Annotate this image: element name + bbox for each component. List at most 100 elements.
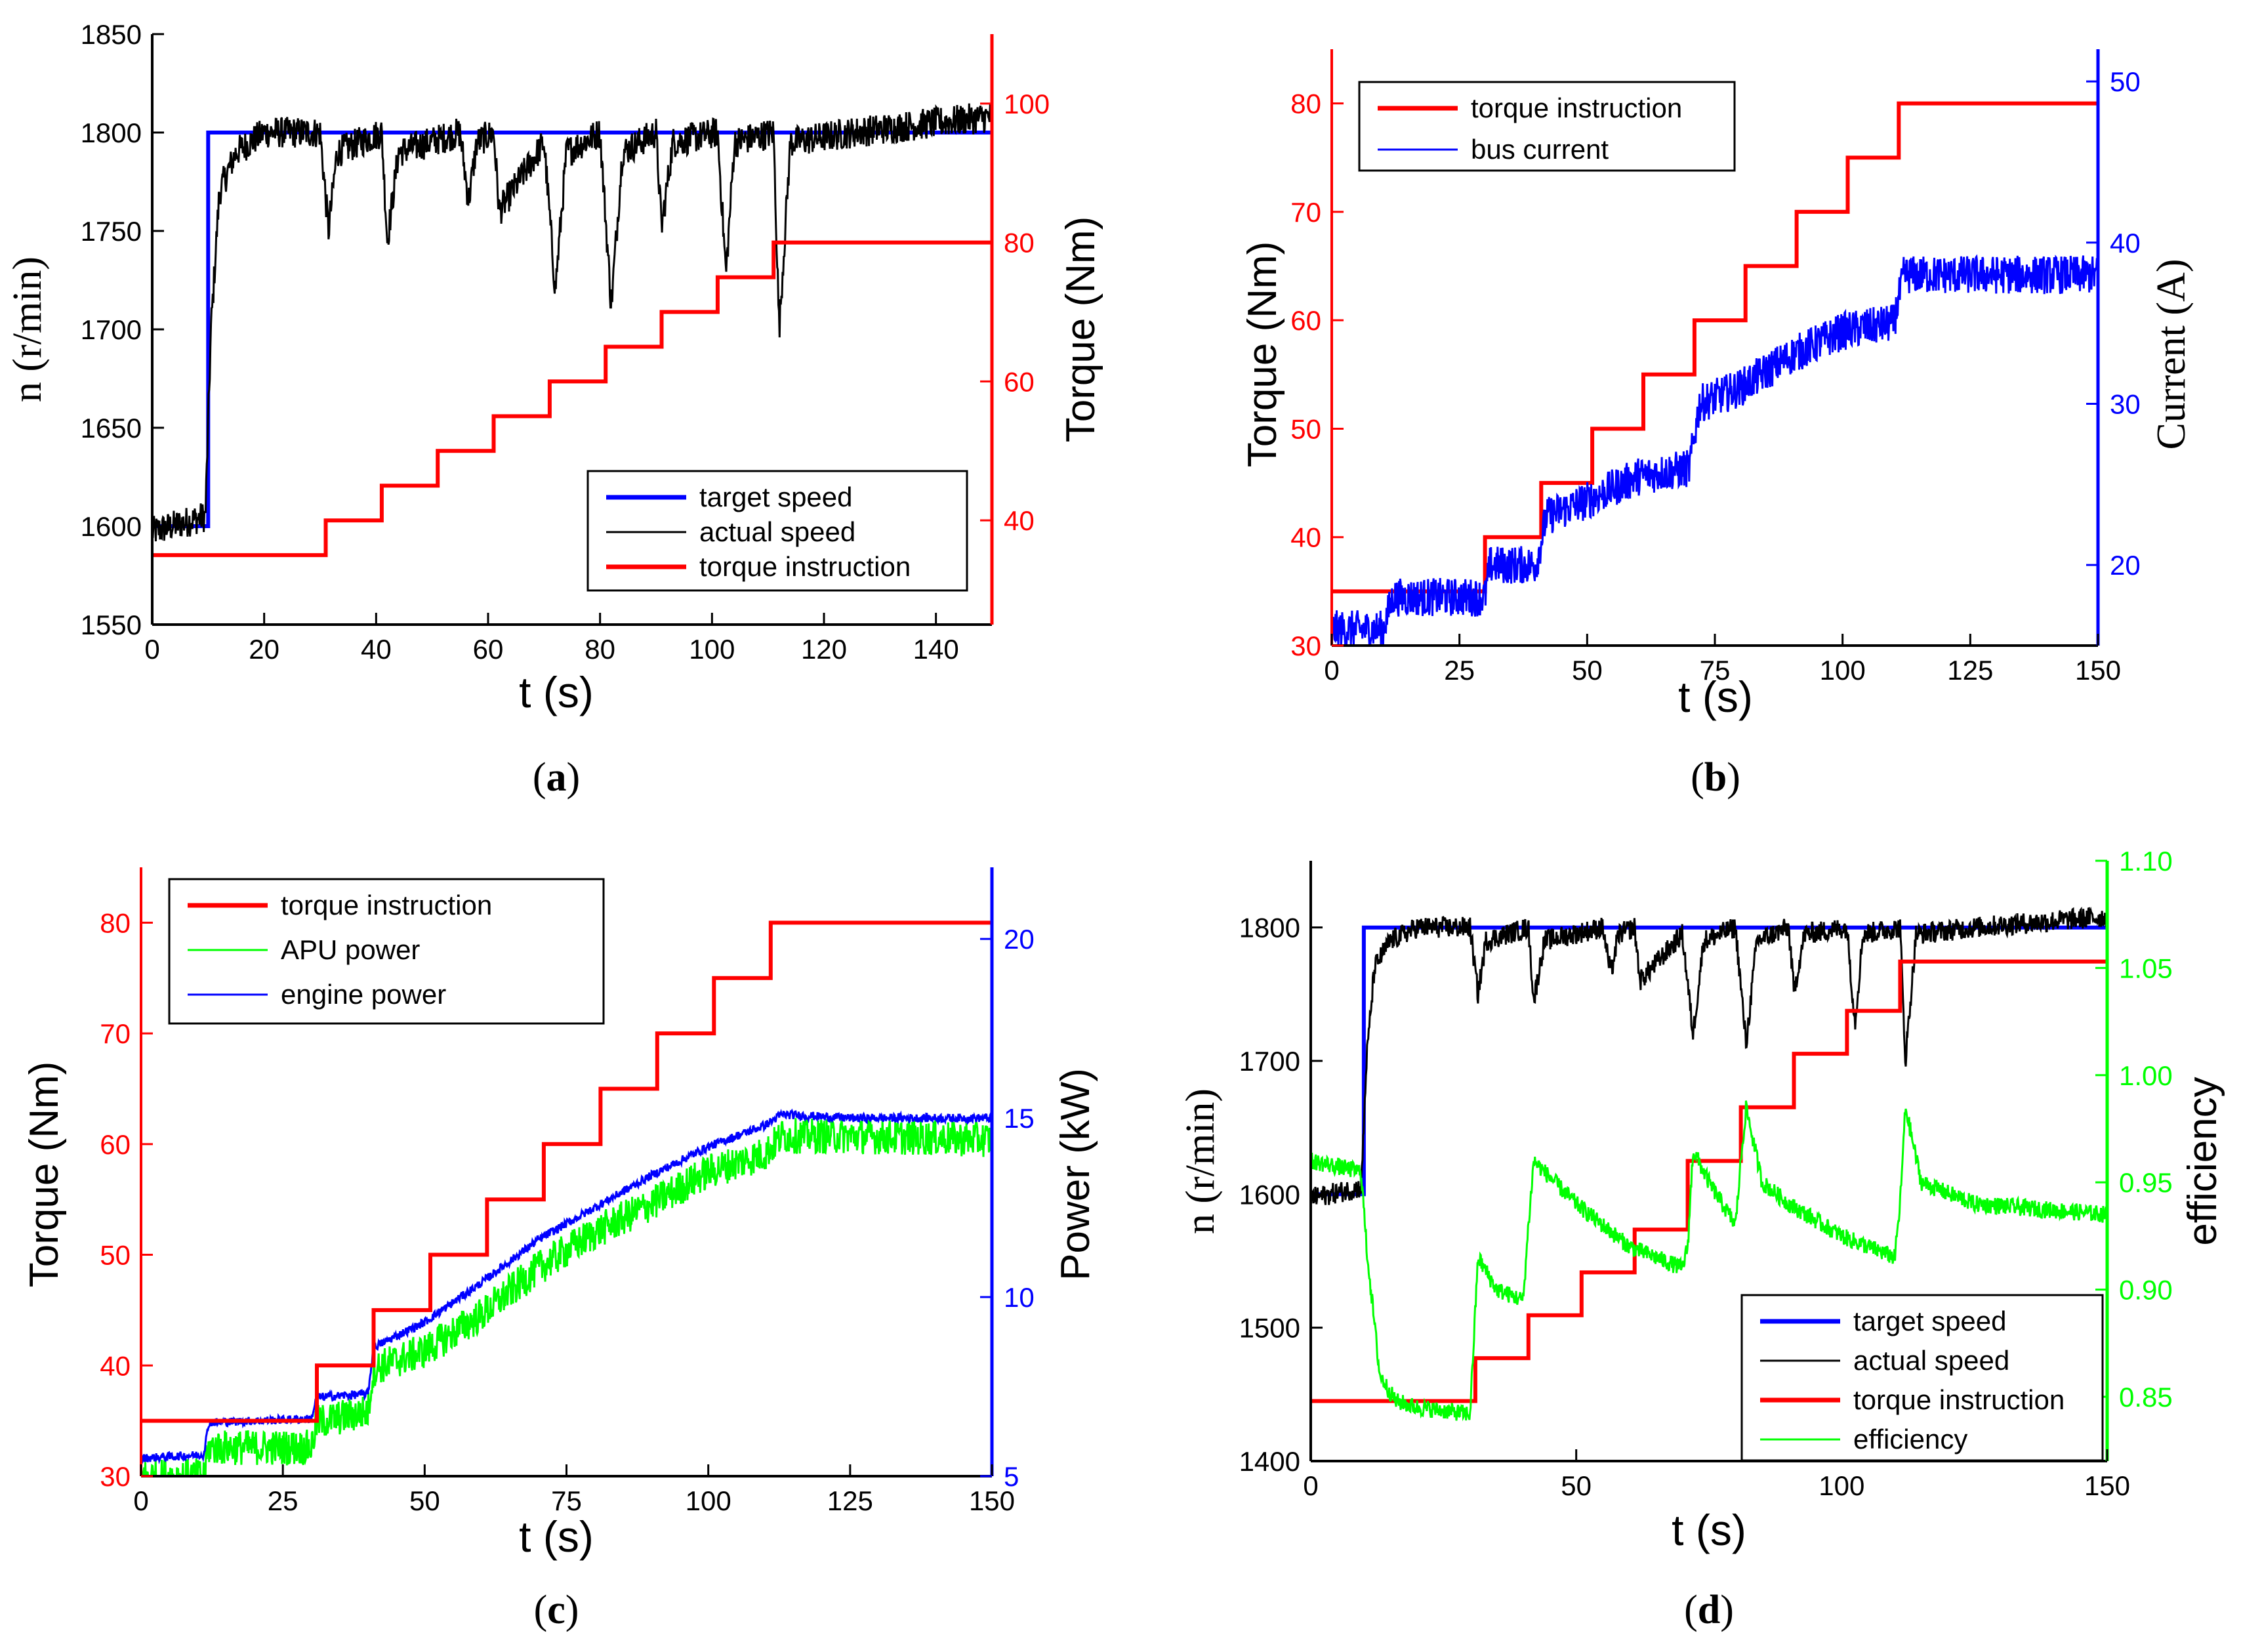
y-right-tick-label: 60	[1004, 366, 1035, 397]
legend-label: actual speed	[699, 516, 855, 547]
legend-label: torque instruction	[1471, 93, 1682, 123]
y-left-tick-label: 1750	[81, 216, 142, 247]
series-torque-instruction	[1311, 959, 2107, 1403]
x-tick-label: 150	[2084, 1470, 2130, 1501]
legend-box	[586, 470, 968, 592]
y-right-axis-label: Power (kW)	[1053, 1068, 1098, 1281]
series-torque-instruction	[1332, 101, 2098, 594]
legend: target speed actual speed torque instructi…	[586, 470, 968, 592]
x-tick-label: 75	[551, 1485, 582, 1516]
y-left-tick-label: 1500	[1239, 1313, 1300, 1344]
caption-close: )	[566, 1588, 579, 1632]
legend-box	[1358, 81, 1736, 172]
panel-caption: (c)	[534, 1588, 579, 1632]
series-engine-power	[141, 1108, 992, 1464]
x-tick-label: 40	[361, 634, 392, 665]
y-left-tick-label: 1850	[81, 19, 142, 50]
y-right-tick-label: 20	[2110, 550, 2141, 581]
legend: target speed actual speed torque instructi…	[1740, 1294, 2104, 1462]
plot-area	[152, 103, 992, 558]
y-left-tick-label: 1400	[1239, 1446, 1300, 1477]
y-left-tick-label: 60	[1290, 305, 1321, 336]
legend-label: torque instruction	[281, 890, 492, 920]
panel-caption: (a)	[533, 755, 580, 800]
x-tick-label: 50	[1572, 655, 1603, 686]
caption-open: (	[1684, 1588, 1698, 1632]
y-left-axis-label: Torque (Nm)	[22, 1062, 67, 1288]
y-right-tick-label: 80	[1004, 228, 1035, 258]
y-right-tick-label: 0.90	[2119, 1275, 2173, 1306]
y-left-tick-label: 40	[1290, 522, 1321, 553]
x-tick-label: 100	[1820, 655, 1866, 686]
x-tick-label: 25	[268, 1485, 298, 1516]
y-right-tick-label: 1.00	[2119, 1060, 2173, 1091]
y-right-tick-label: 100	[1004, 89, 1050, 119]
caption-letter: c	[547, 1588, 566, 1632]
chart-b: 0 25 50 75 100 125 150 30 40 50 60 70 80 20 30 40 50 t (s…	[1240, 49, 2194, 800]
legend-label: APU power	[281, 934, 420, 965]
legend-label: torque instruction	[699, 551, 911, 582]
y-right-tick-label: 10	[1004, 1282, 1035, 1313]
legend-label: efficiency	[1853, 1424, 1967, 1455]
x-axis-label: t (s)	[1672, 1506, 1746, 1554]
caption-close: )	[567, 755, 581, 800]
y-left-tick-label: 80	[1290, 89, 1321, 119]
y-left-tick-label: 30	[1290, 630, 1321, 661]
y-left-axis-label: Torque (Nm)	[1240, 241, 1285, 468]
plot-area	[1332, 101, 2098, 646]
y-left-tick-label: 50	[1290, 413, 1321, 444]
series-efficiency	[1311, 1100, 2107, 1422]
x-axis-label: t (s)	[519, 1512, 594, 1561]
y-right-tick-label: 40	[1004, 505, 1035, 536]
caption-letter: a	[546, 755, 567, 800]
x-tick-label: 125	[1947, 655, 1993, 686]
x-axis-label: t (s)	[519, 668, 594, 716]
x-tick-label: 0	[133, 1485, 148, 1516]
y-left-tick-label: 1800	[81, 117, 142, 148]
chart-c: 0 25 50 75 100 125 150 30 40 50 60 70 80 5 10 15 20 t (s)…	[22, 867, 1098, 1632]
x-tick-label: 100	[686, 1485, 731, 1516]
x-axis-label: t (s)	[1678, 672, 1753, 721]
y-left-tick-label: 1650	[81, 413, 142, 444]
x-tick-label: 120	[801, 634, 847, 665]
y-left-tick-label: 1600	[81, 511, 142, 542]
chart-d: 0 50 100 150 1400 1500 1600 1700 1800 0.85 0.90 0.9…	[1178, 846, 2225, 1632]
legend-label: actual speed	[1853, 1345, 2009, 1376]
legend-label: bus current	[1471, 134, 1609, 165]
y-left-tick-label: 1600	[1239, 1179, 1300, 1210]
x-tick-label: 25	[1444, 655, 1475, 686]
series-actual-speed	[1311, 906, 2107, 1205]
y-right-axis-label: Current (A)	[2149, 259, 2194, 450]
plot-area	[1311, 906, 2107, 1422]
y-left-axis-label: n (r/min)	[1178, 1088, 1223, 1234]
y-right-axis-label: efficiency	[2180, 1077, 2225, 1245]
y-left-tick-label: 1800	[1239, 913, 1300, 943]
y-left-tick-label: 40	[100, 1350, 131, 1381]
legend: torque instruction APU power engine power	[168, 878, 605, 1025]
legend: torque instruction bus current	[1358, 81, 1736, 172]
legend-label: target speed	[699, 482, 853, 512]
y-left-tick-label: 70	[100, 1018, 131, 1049]
y-left-tick-label: 70	[1290, 197, 1321, 228]
caption-close: )	[1720, 1588, 1734, 1632]
series-torque-instruction	[152, 240, 992, 558]
series-torque-instruction	[141, 920, 992, 1423]
x-tick-label: 50	[1561, 1470, 1592, 1501]
x-tick-label: 75	[1700, 655, 1731, 686]
y-left-axis-label: n (r/min)	[5, 257, 50, 402]
series-bus-current	[1332, 254, 2098, 646]
y-right-tick-label: 5	[1004, 1461, 1019, 1492]
y-left-tick-label: 60	[100, 1129, 131, 1160]
panel-caption: (b)	[1691, 755, 1740, 800]
caption-letter: b	[1704, 755, 1727, 800]
y-left-tick-label: 1700	[1239, 1046, 1300, 1077]
caption-letter: d	[1698, 1588, 1720, 1632]
y-right-tick-label: 20	[1004, 924, 1035, 955]
caption-close: )	[1727, 755, 1740, 800]
y-left-tick-label: 1700	[81, 314, 142, 345]
y-right-tick-label: 15	[1004, 1103, 1035, 1134]
x-tick-label: 140	[913, 634, 959, 665]
y-left-tick-label: 50	[100, 1240, 131, 1271]
y-right-tick-label: 0.95	[2119, 1167, 2173, 1198]
